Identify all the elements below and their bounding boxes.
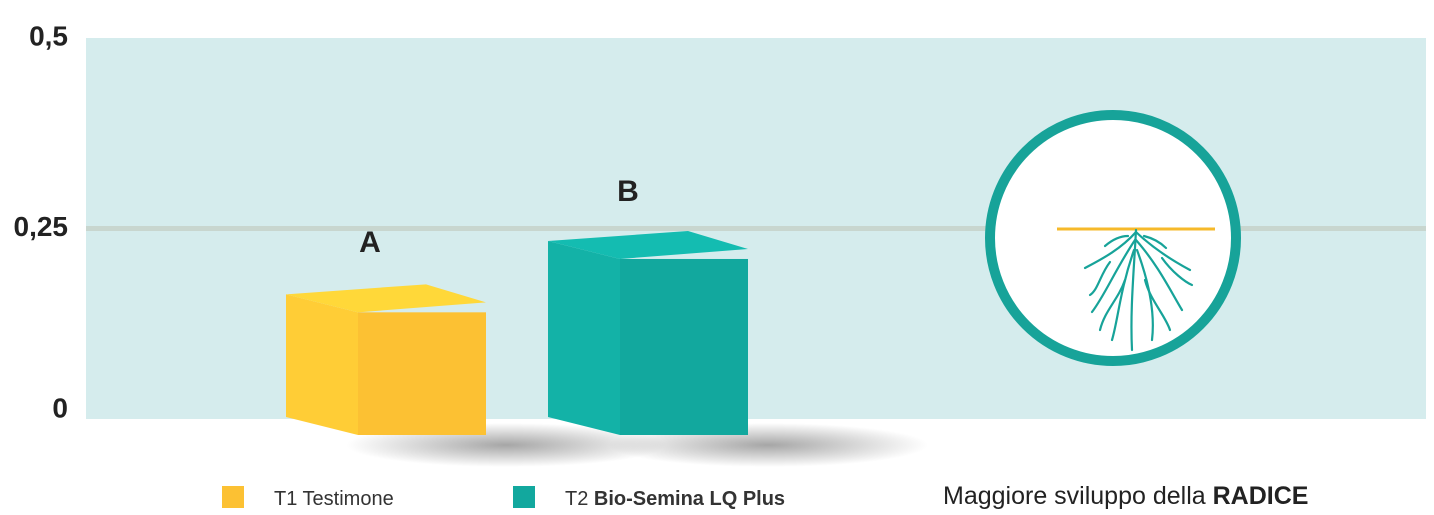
bar-side [286,294,358,435]
bar-letter: A [359,226,381,259]
root-icon [990,115,1236,361]
y-tick-label: 0,25 [14,211,69,242]
bar [620,259,748,435]
chart: 0 0,25 0,5 A T1 Testimone B T2 Bio-Semina LQ P… [0,0,1434,515]
bar-side [548,241,620,435]
legend-label: T1 Testimone [274,488,394,510]
caption-emphasis: RADICE [1213,482,1309,510]
bar-letter: B [617,175,639,208]
legend-name: Testimone [303,488,394,510]
caption: Maggiore sviluppo della RADICE [943,482,1308,510]
caption-text: Maggiore sviluppo della [943,482,1206,510]
legend-code: T2 [565,488,588,510]
y-tick-label: 0 [52,392,68,423]
bar [358,312,486,435]
y-tick-label: 0,5 [29,20,68,51]
legend-swatch [513,486,535,508]
legend-swatch [222,486,244,508]
legend-code: T1 [274,488,297,510]
legend-name: Bio-Semina LQ Plus [594,488,785,510]
legend-label: T2 Bio-Semina LQ Plus [565,488,785,510]
